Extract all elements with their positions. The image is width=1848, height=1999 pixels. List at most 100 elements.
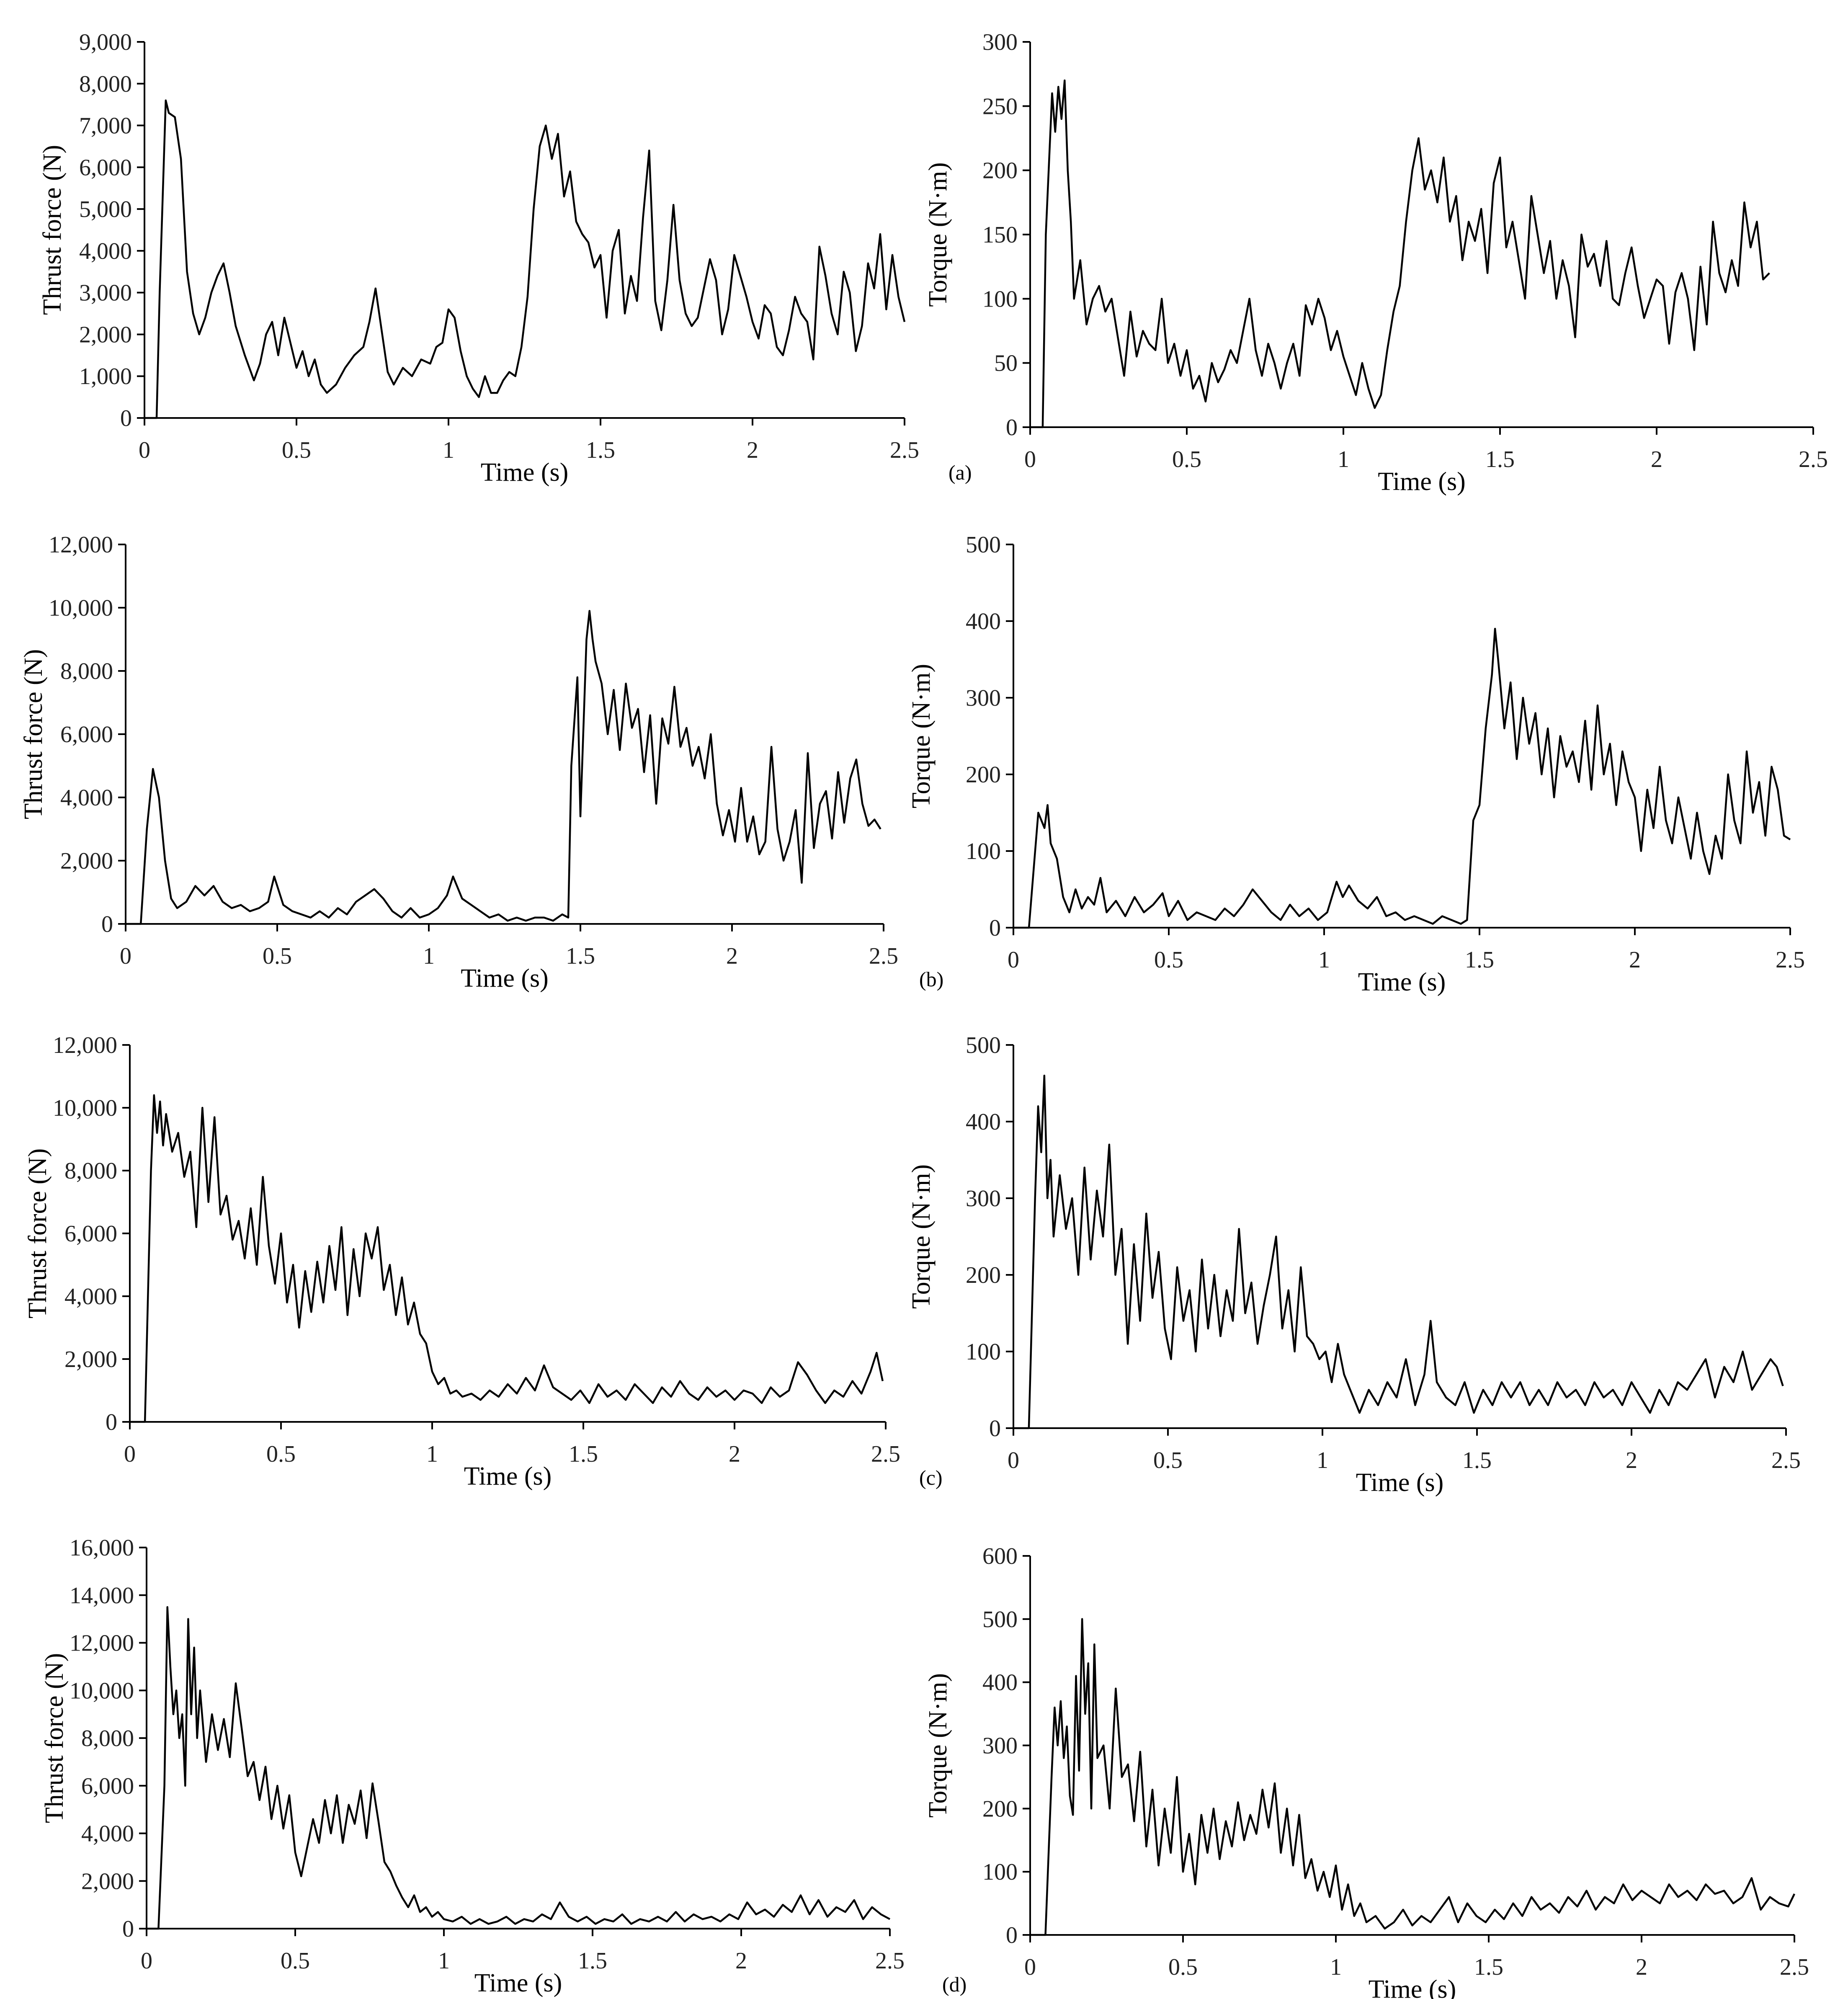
x-tick-label: 0.5 <box>263 943 292 969</box>
y-tick-label: 8,000 <box>79 71 132 97</box>
y-tick-label: 6,000 <box>60 722 113 748</box>
y-tick-label: 10,000 <box>70 1678 134 1704</box>
y-tick-label: 200 <box>982 1796 1018 1822</box>
x-tick-label: 0.5 <box>1154 947 1183 973</box>
y-tick-label: 4,000 <box>81 1821 134 1847</box>
chart-d-thrust: 0 2,000 4,000 6,000 8,000 10,000 12,000 14,000 1… <box>40 1535 905 1997</box>
y-tick-label: 2,000 <box>64 1346 117 1372</box>
x-tick-label: 1 <box>443 437 454 463</box>
x-tick-label: 1.5 <box>1485 446 1515 472</box>
panel-label: (b) <box>919 967 943 991</box>
y-tick-label: 0 <box>122 1916 134 1942</box>
y-tick-label: 300 <box>982 29 1018 55</box>
chart-a-thrust: 0 1,000 2,000 3,000 4,000 5,000 6,000 7,000 8,00… <box>38 29 919 487</box>
panel-label: (a) <box>948 461 972 484</box>
x-tick-label: 2.5 <box>1780 1954 1809 1980</box>
x-tick-label: 0.5 <box>282 437 311 463</box>
y-tick-label: 12,000 <box>70 1630 134 1656</box>
y-axis-title: Thrust force (N) <box>38 145 67 315</box>
series-line-c-thrust <box>130 1094 884 1423</box>
y-axis-title: Thrust force (N) <box>19 649 48 819</box>
y-tick-label: 9,000 <box>79 29 132 55</box>
x-tick-label: 2 <box>735 1948 747 1974</box>
x-tick-label: 1.5 <box>586 437 615 463</box>
x-axis-title: Time (s) <box>464 1462 552 1491</box>
x-axis-title: Time (s) <box>1358 968 1446 996</box>
x-tick-label: 1.5 <box>566 943 595 969</box>
y-tick-label: 600 <box>982 1543 1018 1569</box>
x-tick-label: 1 <box>1318 947 1330 973</box>
x-tick-label: 2 <box>1636 1954 1647 1980</box>
series-line-d-thrust <box>147 1606 891 1930</box>
y-tick-label: 0 <box>120 405 132 431</box>
x-tick-label: 1 <box>1338 446 1349 472</box>
y-tick-label: 300 <box>982 1733 1018 1759</box>
y-tick-label: 400 <box>982 1670 1018 1696</box>
series-line-c-torque <box>1013 1074 1784 1429</box>
x-tick-label: 0 <box>1008 947 1019 973</box>
y-tick-label: 400 <box>966 609 1001 635</box>
x-tick-label: 2.5 <box>871 1441 900 1467</box>
x-tick-label: 2.5 <box>875 1948 905 1974</box>
series-line-d-torque <box>1030 1618 1796 1936</box>
y-axis-title: Torque (N·m) <box>907 664 936 808</box>
y-axis-title: Thrust force (N) <box>40 1653 69 1823</box>
y-tick-label: 100 <box>966 1339 1001 1365</box>
x-tick-label: 2.5 <box>1771 1447 1801 1473</box>
y-tick-label: 2,000 <box>81 1868 134 1894</box>
y-axis-title: Torque (N·m) <box>907 1164 936 1309</box>
x-axis-title: Time (s) <box>1369 1975 1456 1999</box>
x-tick-label: 2 <box>1626 1447 1637 1473</box>
y-axis-title: Thrust force (N) <box>23 1148 52 1318</box>
y-tick-label: 4,000 <box>64 1284 117 1310</box>
x-tick-label: 2 <box>726 943 738 969</box>
x-axis-title: Time (s) <box>1378 467 1466 496</box>
y-tick-label: 6,000 <box>81 1773 134 1799</box>
y-tick-label: 0 <box>106 1409 117 1435</box>
y-axis-title: Torque (N·m) <box>924 1673 952 1818</box>
x-tick-label: 0 <box>139 437 150 463</box>
y-axis-title: Torque (N·m) <box>924 162 952 307</box>
y-tick-label: 400 <box>966 1109 1001 1135</box>
x-tick-label: 1.5 <box>1462 1447 1492 1473</box>
y-tick-label: 500 <box>966 1032 1001 1058</box>
x-tick-label: 1 <box>438 1948 450 1974</box>
y-tick-label: 4,000 <box>60 785 113 811</box>
chart-b-thrust: 0 2,000 4,000 6,000 8,000 10,000 12,000 0 0.5 1 1.… <box>19 532 898 993</box>
y-tick-label: 10,000 <box>49 595 113 621</box>
y-tick-label: 3,000 <box>79 280 132 306</box>
x-tick-label: 0 <box>120 943 131 969</box>
x-tick-label: 1.5 <box>1474 1954 1503 1980</box>
y-tick-label: 8,000 <box>81 1726 134 1751</box>
y-tick-label: 5,000 <box>79 196 132 222</box>
x-tick-label: 0.5 <box>1168 1954 1198 1980</box>
x-tick-label: 2 <box>1629 947 1641 973</box>
panel-label: (d) <box>942 1973 967 1996</box>
x-tick-label: 2 <box>1651 446 1662 472</box>
y-tick-label: 200 <box>966 762 1001 788</box>
y-tick-label: 1,000 <box>79 364 132 389</box>
y-tick-label: 10,000 <box>53 1095 117 1121</box>
y-tick-label: 8,000 <box>60 658 113 684</box>
y-tick-label: 4,000 <box>79 238 132 264</box>
x-tick-label: 0 <box>1024 1954 1036 1980</box>
y-tick-label: 100 <box>982 286 1018 312</box>
x-tick-label: 1.5 <box>569 1441 598 1467</box>
x-tick-label: 1.5 <box>1465 947 1494 973</box>
y-tick-label: 0 <box>1006 415 1018 441</box>
x-tick-label: 0 <box>1024 446 1036 472</box>
x-tick-label: 0.5 <box>266 1441 296 1467</box>
x-axis-title: Time (s) <box>481 458 569 487</box>
y-tick-label: 12,000 <box>49 532 113 558</box>
x-tick-label: 2.5 <box>1799 446 1828 472</box>
x-tick-label: 2 <box>729 1441 740 1467</box>
y-tick-label: 500 <box>966 532 1001 558</box>
y-tick-label: 6,000 <box>64 1221 117 1247</box>
panel-label: (c) <box>919 1466 943 1489</box>
y-tick-label: 200 <box>982 158 1018 184</box>
x-tick-label: 0 <box>141 1948 152 1974</box>
y-tick-label: 6,000 <box>79 155 132 181</box>
x-tick-label: 1 <box>423 943 435 969</box>
x-tick-label: 2.5 <box>1776 947 1805 973</box>
